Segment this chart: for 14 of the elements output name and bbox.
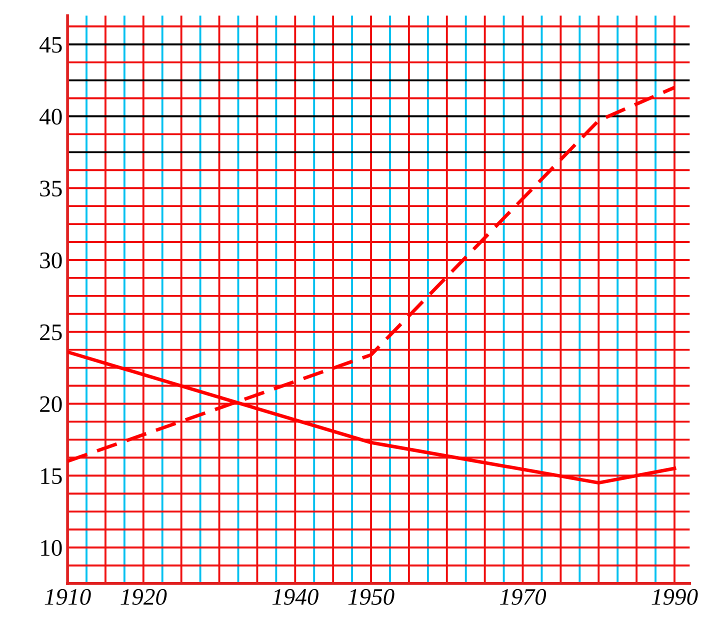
x-tick-label: 1990 — [652, 588, 698, 605]
y-tick-label: 45 — [40, 37, 62, 53]
y-tick-label: 25 — [40, 324, 62, 340]
y-tick-label: 35 — [40, 180, 62, 197]
y-tick-label: 20 — [40, 396, 62, 412]
x-tick-label: 1940 — [272, 588, 318, 605]
y-tick-label: 10 — [41, 540, 62, 556]
y-tick-label: 40 — [40, 108, 62, 125]
x-tick-label: 1920 — [120, 588, 167, 605]
y-tick-label: 15 — [41, 468, 62, 484]
y-tick-label: 30 — [40, 252, 62, 268]
x-tick-label: 1910 — [44, 588, 91, 605]
x-tick-label: 1970 — [500, 588, 546, 605]
x-tick-label: 1950 — [348, 588, 394, 605]
